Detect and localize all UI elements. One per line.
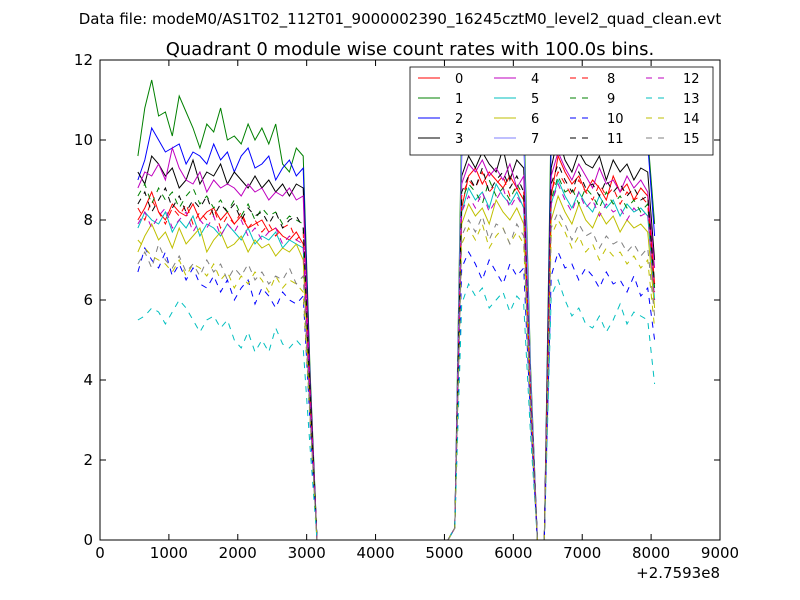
x-offset-label: +2.7593e8 xyxy=(636,564,720,582)
series-line-10 xyxy=(137,246,656,541)
y-tick-label: 4 xyxy=(83,371,93,389)
legend-box xyxy=(409,66,714,156)
legend-label-9: 9 xyxy=(607,92,615,107)
figure-suptitle: Data file: modeM0/AS1T02_112T01_90000023… xyxy=(79,10,722,29)
axis-ticks: 0 1000 2000 3000 4000 5000 6000 7000 8000 9000 0 2 4… xyxy=(74,51,739,562)
x-tick-label: 5000 xyxy=(425,544,463,562)
legend-label-6: 6 xyxy=(531,112,539,127)
x-tick-label: 9000 xyxy=(701,544,739,562)
legend-label-14: 14 xyxy=(683,112,700,127)
series-line-15 xyxy=(137,210,656,541)
x-tick-label: 0 xyxy=(95,544,105,562)
x-tick-label: 1000 xyxy=(150,544,188,562)
x-tick-label: 3000 xyxy=(288,544,326,562)
series-line-7 xyxy=(454,103,545,541)
x-tick-label: 2000 xyxy=(219,544,257,562)
series-line-14 xyxy=(137,218,656,541)
x-tick-label: 8000 xyxy=(632,544,670,562)
legend-label-13: 13 xyxy=(683,92,700,107)
legend-label-15: 15 xyxy=(683,132,700,147)
x-tick-label: 7000 xyxy=(563,544,601,562)
legend-label-5: 5 xyxy=(531,92,539,107)
legend-label-8: 8 xyxy=(607,72,615,87)
legend-label-10: 10 xyxy=(607,112,624,127)
x-tick-label: 6000 xyxy=(494,544,532,562)
legend-label-1: 1 xyxy=(455,92,463,107)
series-line-4 xyxy=(137,146,656,541)
y-tick-label: 10 xyxy=(74,131,93,149)
y-tick-label: 6 xyxy=(83,291,93,309)
legend-label-0: 0 xyxy=(455,72,463,87)
series-line-6 xyxy=(137,194,656,541)
series-line-5 xyxy=(137,178,656,541)
chart-title: Quadrant 0 module wise count rates with … xyxy=(166,39,655,60)
legend-label-12: 12 xyxy=(683,72,700,87)
y-tick-label: 0 xyxy=(83,531,93,549)
legend-label-7: 7 xyxy=(531,132,539,147)
legend-label-11: 11 xyxy=(607,132,624,147)
series-line-11 xyxy=(137,162,656,541)
y-tick-label: 12 xyxy=(74,51,93,69)
legend-label-3: 3 xyxy=(455,132,463,147)
legend-label-4: 4 xyxy=(531,72,539,87)
series-line-2 xyxy=(137,99,656,541)
x-tick-label: 4000 xyxy=(356,544,394,562)
series-line-13 xyxy=(137,278,656,541)
y-tick-label: 2 xyxy=(83,451,93,469)
legend-label-2: 2 xyxy=(455,112,463,127)
y-tick-label: 8 xyxy=(83,211,93,229)
